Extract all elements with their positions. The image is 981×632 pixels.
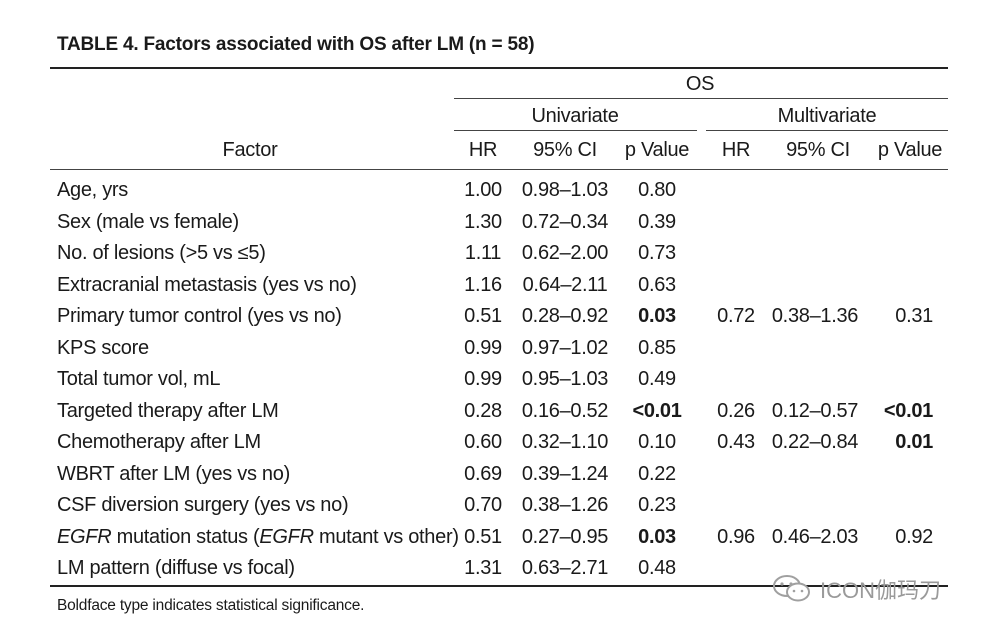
multivariate-underline xyxy=(706,130,948,131)
univariate-hr-cell: 0.99 xyxy=(464,336,502,359)
os-underline xyxy=(454,98,948,99)
univariate-ci-cell: 0.62–2.00 xyxy=(521,242,609,264)
factor-cell: Extracranial metastasis (yes vs no) xyxy=(57,273,357,296)
univariate-hr-cell: 0.99 xyxy=(464,368,502,390)
univariate-p-cell: 0.23 xyxy=(638,494,676,516)
header-group-os: OS xyxy=(685,73,715,95)
univariate-ci-cell: 0.38–1.26 xyxy=(521,494,609,516)
univariate-hr-cell: 1.11 xyxy=(464,242,502,264)
univariate-p-cell: 0.10 xyxy=(638,431,676,453)
univariate-ci-cell: 0.27–0.95 xyxy=(521,525,609,548)
univariate-ci-cell: 0.98–1.03 xyxy=(521,179,609,201)
univariate-ci-cell: 0.72–0.34 xyxy=(521,210,609,233)
multivariate-ci-cell: 0.12–0.57 xyxy=(771,399,859,422)
header-univariate-hr: HR xyxy=(468,139,498,161)
multivariate-p-cell: 0.31 xyxy=(895,305,933,327)
univariate-p-cell: 0.85 xyxy=(638,336,676,359)
factor-cell: Primary tumor control (yes vs no) xyxy=(57,305,342,327)
header-multivariate-hr: HR xyxy=(721,139,751,161)
univariate-ci-cell: 0.97–1.02 xyxy=(521,336,609,359)
gene-name: EGFR xyxy=(57,525,112,548)
factor-cell: Sex (male vs female) xyxy=(57,210,239,233)
factor-cell: CSF diversion surgery (yes vs no) xyxy=(57,494,349,516)
footnote: Boldface type indicates statistical sign… xyxy=(57,597,365,614)
univariate-hr-cell: 1.16 xyxy=(464,273,502,296)
header-univariate-p: p Value xyxy=(624,139,690,161)
univariate-ci-cell: 0.28–0.92 xyxy=(521,305,609,327)
table-title: TABLE 4. Factors associated with OS afte… xyxy=(57,34,535,55)
univariate-p-cell: 0.73 xyxy=(638,242,676,264)
univariate-hr-cell: 0.51 xyxy=(464,525,502,548)
univariate-hr-cell: 0.70 xyxy=(464,494,502,516)
univariate-ci-cell: 0.16–0.52 xyxy=(521,399,609,422)
factor-cell: Chemotherapy after LM xyxy=(57,431,261,453)
factor-text: mutation status ( xyxy=(111,525,260,548)
univariate-hr-cell: 0.51 xyxy=(464,305,502,327)
factor-cell: No. of lesions (>5 vs ≤5) xyxy=(57,242,266,264)
header-multivariate-ci: 95% CI xyxy=(786,139,850,161)
top-rule xyxy=(50,67,948,69)
header-univariate-ci: 95% CI xyxy=(533,139,597,161)
univariate-p-cell: <0.01 xyxy=(632,399,682,422)
factor-cell: WBRT after LM (yes vs no) xyxy=(57,462,290,485)
multivariate-p-cell: 0.01 xyxy=(895,431,933,453)
header-factor: Factor xyxy=(222,139,278,161)
header-rule xyxy=(50,169,948,170)
multivariate-p-cell: 0.92 xyxy=(895,525,933,548)
multivariate-hr-cell: 0.72 xyxy=(717,305,755,327)
gene-name: EGFR xyxy=(259,525,314,548)
factor-cell: KPS score xyxy=(57,336,149,359)
header-multivariate: Multivariate xyxy=(777,105,877,127)
factor-cell: Age, yrs xyxy=(57,179,128,201)
factor-text: mutant vs other) xyxy=(313,525,459,548)
univariate-p-cell: 0.03 xyxy=(638,525,676,548)
univariate-hr-cell: 0.60 xyxy=(464,431,502,453)
univariate-ci-cell: 0.39–1.24 xyxy=(521,462,609,485)
multivariate-hr-cell: 0.96 xyxy=(717,525,755,548)
univariate-hr-cell: 0.69 xyxy=(464,462,502,485)
univariate-hr-cell: 0.28 xyxy=(464,399,502,422)
watermark: ICON伽玛刀 xyxy=(772,572,941,606)
univariate-p-cell: 0.03 xyxy=(638,305,676,327)
multivariate-ci-cell: 0.46–2.03 xyxy=(771,525,859,548)
univariate-p-cell: 0.48 xyxy=(638,557,676,579)
header-univariate: Univariate xyxy=(531,105,619,127)
bottom-rule xyxy=(50,585,948,587)
factor-cell: Total tumor vol, mL xyxy=(57,368,221,390)
univariate-ci-cell: 0.95–1.03 xyxy=(521,368,609,390)
univariate-ci-cell: 0.63–2.71 xyxy=(521,557,609,579)
factor-cell: LM pattern (diffuse vs focal) xyxy=(57,557,295,579)
univariate-p-cell: 0.22 xyxy=(638,462,676,485)
factor-cell: EGFR mutation status (EGFR mutant vs oth… xyxy=(57,525,459,549)
multivariate-ci-cell: 0.38–1.36 xyxy=(771,305,859,327)
univariate-p-cell: 0.80 xyxy=(638,179,676,201)
univariate-ci-cell: 0.64–2.11 xyxy=(522,273,608,296)
multivariate-hr-cell: 0.43 xyxy=(717,431,755,453)
univariate-p-cell: 0.49 xyxy=(638,368,676,390)
multivariate-p-cell: <0.01 xyxy=(883,399,933,422)
watermark-text: ICON伽玛刀 xyxy=(820,578,942,603)
multivariate-ci-cell: 0.22–0.84 xyxy=(771,431,859,453)
factor-cell: Targeted therapy after LM xyxy=(57,399,279,422)
univariate-ci-cell: 0.32–1.10 xyxy=(521,431,609,453)
univariate-underline xyxy=(454,130,697,131)
univariate-p-cell: 0.63 xyxy=(638,273,676,296)
univariate-p-cell: 0.39 xyxy=(638,210,676,233)
multivariate-hr-cell: 0.26 xyxy=(717,399,755,422)
univariate-hr-cell: 1.31 xyxy=(464,557,502,579)
wechat-icon xyxy=(773,575,810,602)
univariate-hr-cell: 1.00 xyxy=(464,179,502,201)
header-multivariate-p: p Value xyxy=(877,139,943,161)
univariate-hr-cell: 1.30 xyxy=(464,210,502,233)
